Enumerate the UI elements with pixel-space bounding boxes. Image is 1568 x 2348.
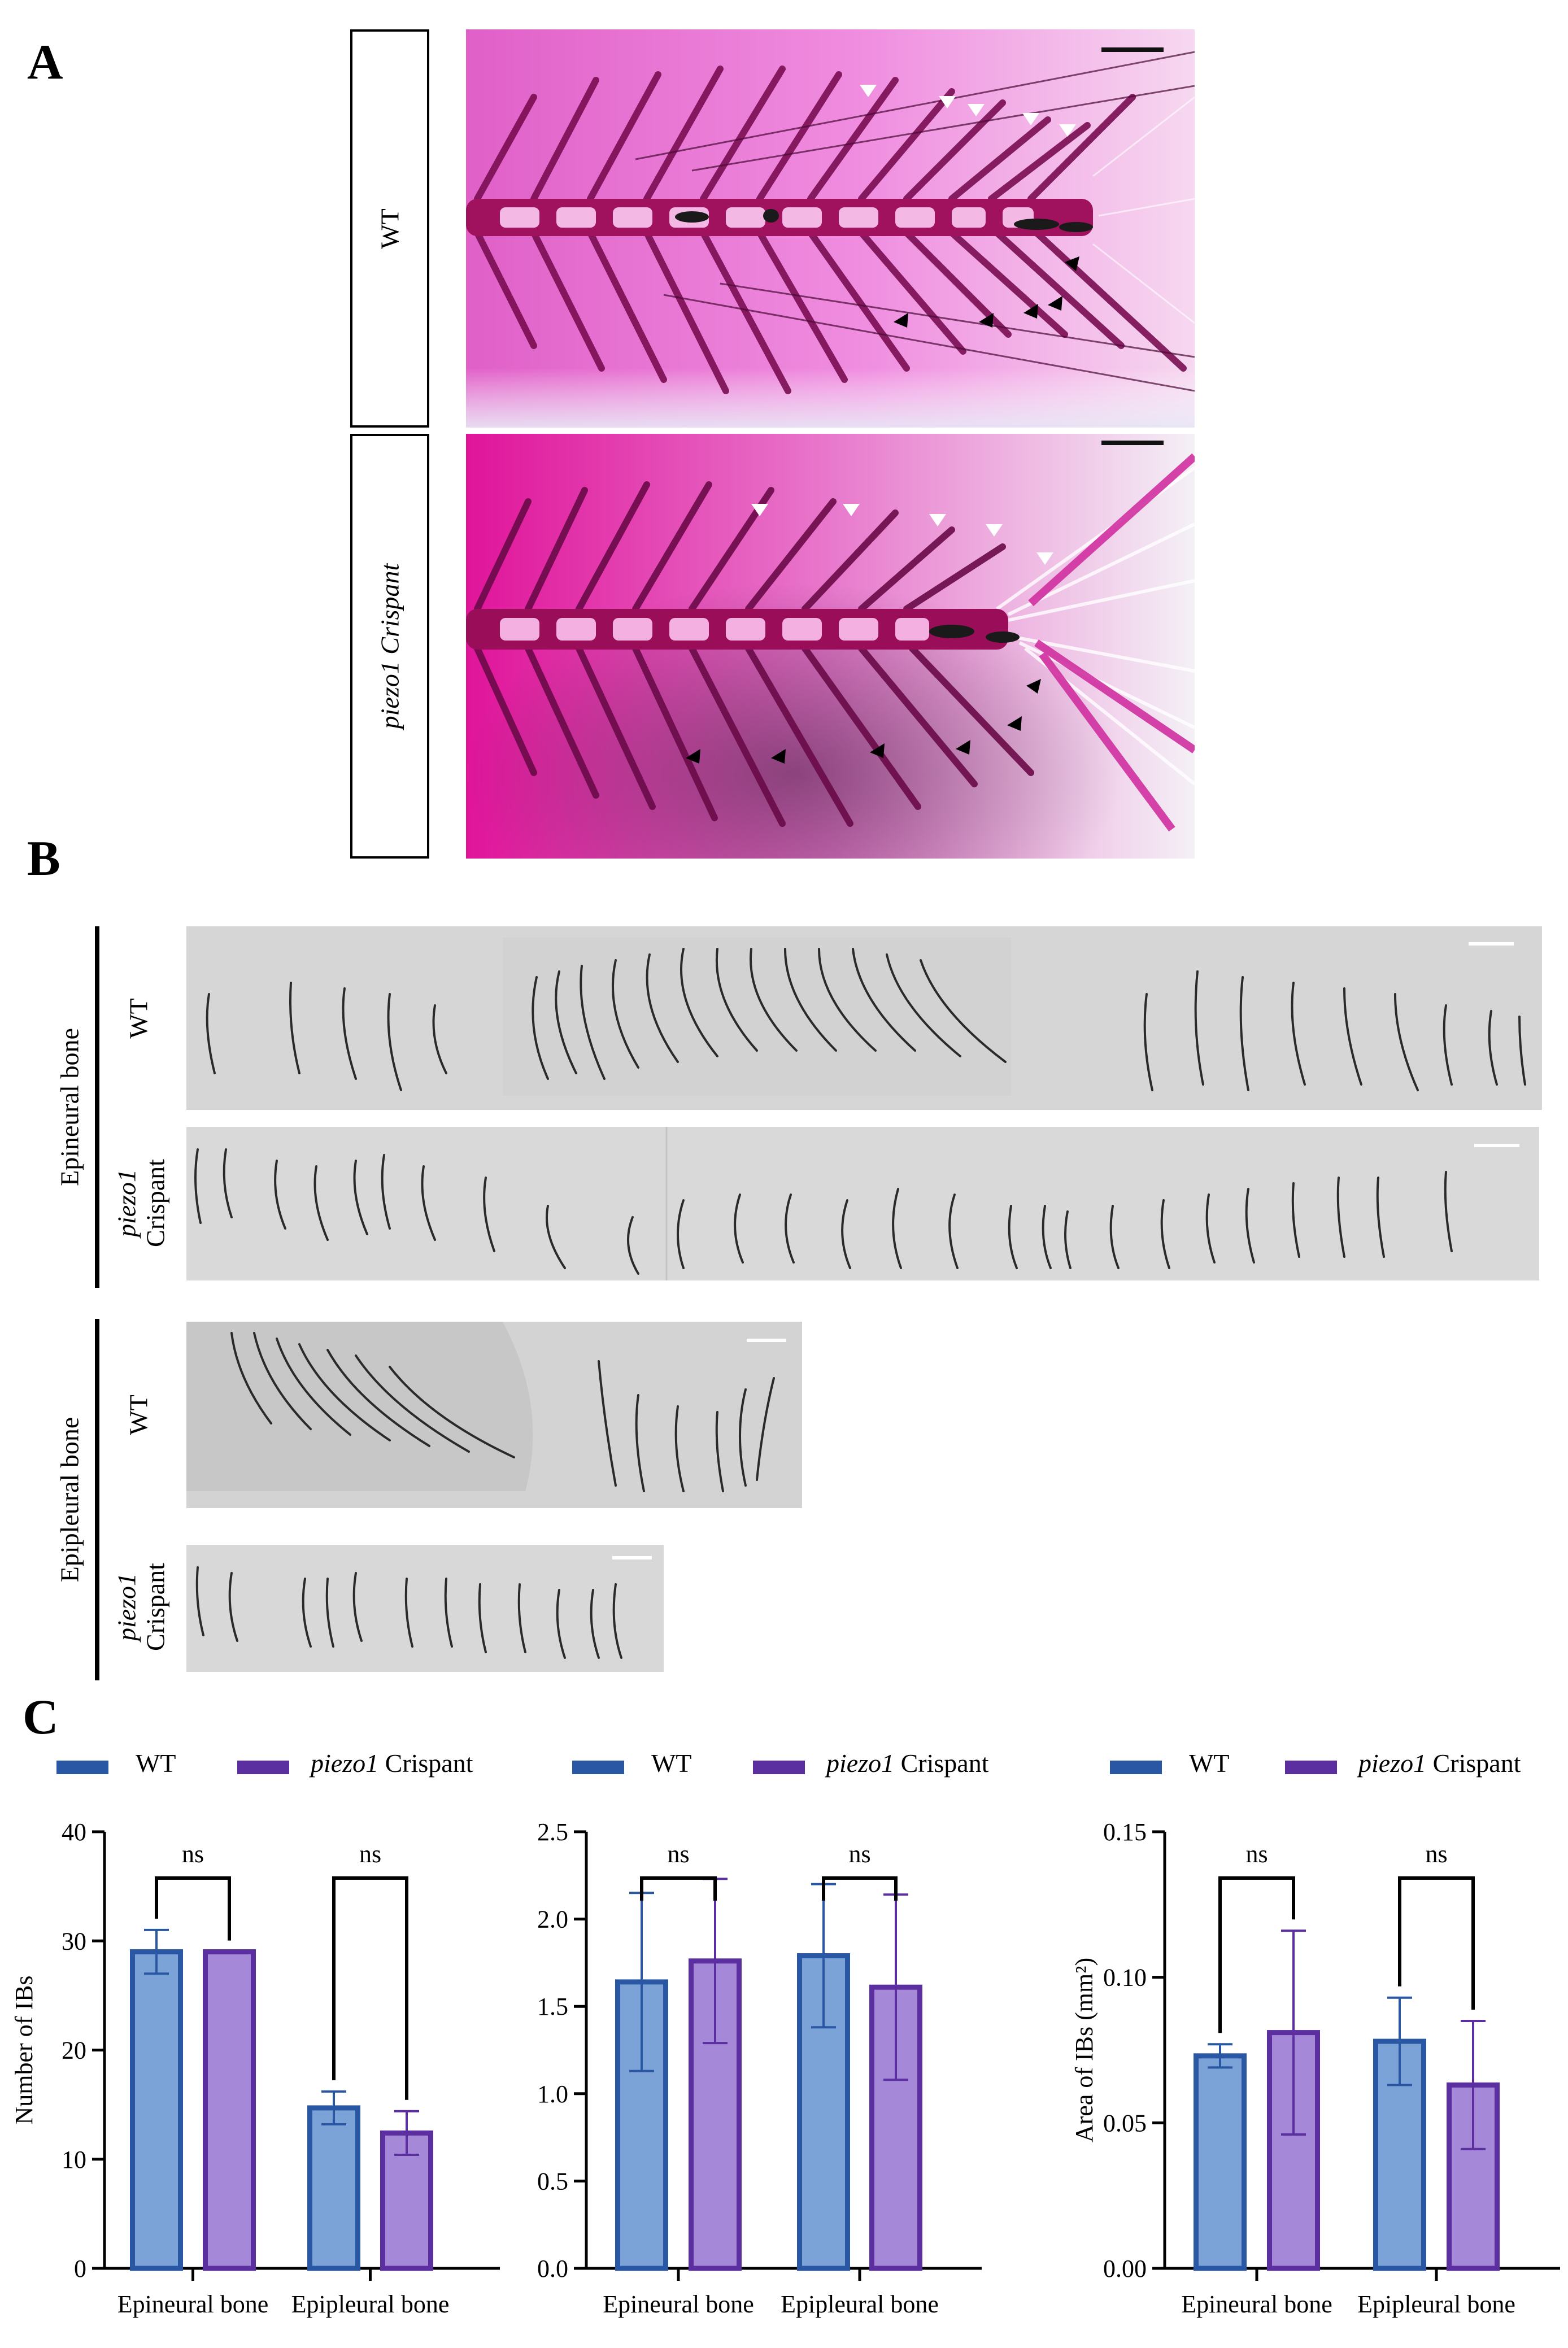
crispant-skeleton-image [466, 434, 1195, 859]
x-tick-label: Epineural bone [1181, 2290, 1332, 2318]
y-tick-label: 2.0 [537, 1906, 568, 1933]
y-tick-label: 0.10 [1103, 1964, 1147, 1992]
y-axis-label: Number of IBs [10, 1976, 38, 2125]
significance-label: ns [1245, 1840, 1268, 1868]
epipleural-wt-label-box: WT [113, 1322, 164, 1508]
epipleural-crispant-label: piezo1 Crispant [112, 1563, 169, 1651]
y-tick-label: 1.5 [537, 1993, 568, 2020]
significance-label: ns [848, 1840, 870, 1868]
epineural-wt-label-box: WT [113, 926, 164, 1110]
epineural-group-bar [95, 926, 99, 1288]
panel-a-crispant-photo [466, 434, 1195, 859]
panel-c-letter: C [23, 1690, 59, 1745]
bar-wt [1373, 2038, 1426, 2271]
epineural-crispant-bones [194, 1127, 1519, 1280]
legend-crispant-label: piezo1 Crispant [311, 1749, 473, 1778]
bar-wt [307, 2105, 360, 2271]
bar-crispant [203, 1949, 256, 2271]
legend-crispant-swatch [237, 1761, 289, 1774]
panel-a-crispant-label: piezo1 Crispant [375, 563, 404, 729]
legend-wt-swatch [572, 1761, 624, 1774]
legend-crispant-swatch [753, 1761, 805, 1774]
legend-wt-label: WT [136, 1749, 176, 1778]
panel-b-letter: B [27, 831, 60, 886]
x-tick-label: Epipleural bone [291, 2290, 450, 2318]
bar-wt [1194, 2053, 1247, 2271]
epipleural-wt-bones [186, 1322, 786, 1492]
epipleural-wt-label: WT [124, 1395, 153, 1435]
legend-wt-swatch [1110, 1761, 1162, 1774]
legend-wt-label: WT [1189, 1749, 1230, 1778]
epineural-crispant-label: piezo1 Crispant [112, 1159, 169, 1247]
y-axis-label: Area of IBs (mm²) [1070, 1958, 1098, 2142]
panel-a-wt-label: WT [375, 208, 404, 249]
epipleural-group-label: Epipleural bone [55, 1417, 84, 1583]
significance-label: ns [667, 1840, 689, 1868]
y-tick-label: 0.0 [537, 2255, 568, 2282]
panel-a-letter: A [27, 35, 63, 90]
epineural-wt-label: WT [124, 997, 153, 1039]
legend-crispant-label: piezo1 Crispant [826, 1749, 989, 1778]
epipleural-crispant-bones [195, 1556, 652, 1659]
significance-bracket [640, 1876, 717, 1901]
significance-bracket [332, 1876, 408, 2100]
epipleural-crispant-photo [186, 1545, 664, 1672]
x-tick-label: Epineural bone [603, 2290, 754, 2318]
y-tick-label: 0 [74, 2255, 86, 2282]
significance-bracket [1398, 1876, 1475, 2010]
significance-label: ns [182, 1840, 204, 1868]
x-tick-label: Epineural bone [117, 2290, 269, 2318]
y-tick-label: 2.5 [537, 1818, 568, 1846]
chart-area-of-ibs: 0.00 0.05 0.10 0.15 Area of IBs (mm²) Epineur… [1070, 1818, 1560, 2318]
y-tick-label: 20 [62, 2037, 86, 2064]
y-tick-label: 1.0 [537, 2080, 568, 2108]
y-tick-label: 0.00 [1103, 2255, 1147, 2282]
y-tick-label: 30 [62, 1927, 86, 1955]
y-tick-label: 0.05 [1103, 2109, 1147, 2137]
epineural-wt-photo [186, 926, 1542, 1110]
panel-a-wt-label-box: WT [350, 29, 429, 428]
epipleural-wt-photo [186, 1322, 802, 1508]
significance-bracket [155, 1876, 231, 1941]
epipleural-group-label-box: Epipleural bone [50, 1319, 89, 1680]
significance-label: ns [1425, 1840, 1447, 1868]
epineural-group-label: Epineural bone [55, 1028, 84, 1186]
y-tick-label: 40 [62, 1818, 86, 1846]
significance-bracket [1218, 1876, 1295, 2033]
chart-number-of-ibs: 0 10 20 30 40 Number of IBs Epineural bone ns Ep… [10, 1818, 500, 2318]
significance-label: ns [359, 1840, 381, 1868]
legend-wt-swatch [56, 1761, 108, 1774]
epipleural-crispant-label-box: piezo1 Crispant [107, 1542, 175, 1672]
wt-skeleton-image [466, 29, 1195, 428]
panel-a-crispant-label-box: piezo1 Crispant [350, 434, 429, 859]
epineural-crispant-photo [186, 1127, 1539, 1280]
panel-a-wt-photo [466, 29, 1195, 428]
epineural-crispant-label-box: piezo1 Crispant [107, 1124, 175, 1282]
y-tick-label: 0.5 [537, 2167, 568, 2195]
bar-wt [130, 1949, 183, 2271]
legend-3: WT piezo1 Crispant [1110, 1748, 1567, 1782]
x-tick-label: Epipleural bone [781, 2290, 939, 2318]
legend-crispant-swatch [1285, 1761, 1337, 1774]
epineural-group-label-box: Epineural bone [50, 926, 89, 1288]
legend-crispant-label: piezo1 Crispant [1358, 1749, 1521, 1778]
legend-2: WT piezo1 Crispant [572, 1748, 1058, 1782]
chart-length-of-ibs: 0.00.51.01.52.02.5Length of IBs (mm)Epin… [537, 1818, 982, 2318]
epineural-wt-bones [206, 938, 1526, 1096]
y-tick-label: 0.15 [1103, 1818, 1147, 1846]
x-tick-label: Epipleural bone [1357, 2290, 1515, 2318]
significance-bracket [822, 1876, 898, 1901]
legend-1: WT piezo1 Crispant [56, 1748, 542, 1782]
legend-wt-label: WT [651, 1749, 692, 1778]
y-tick-label: 10 [62, 2146, 86, 2173]
epipleural-group-bar [95, 1319, 99, 1680]
